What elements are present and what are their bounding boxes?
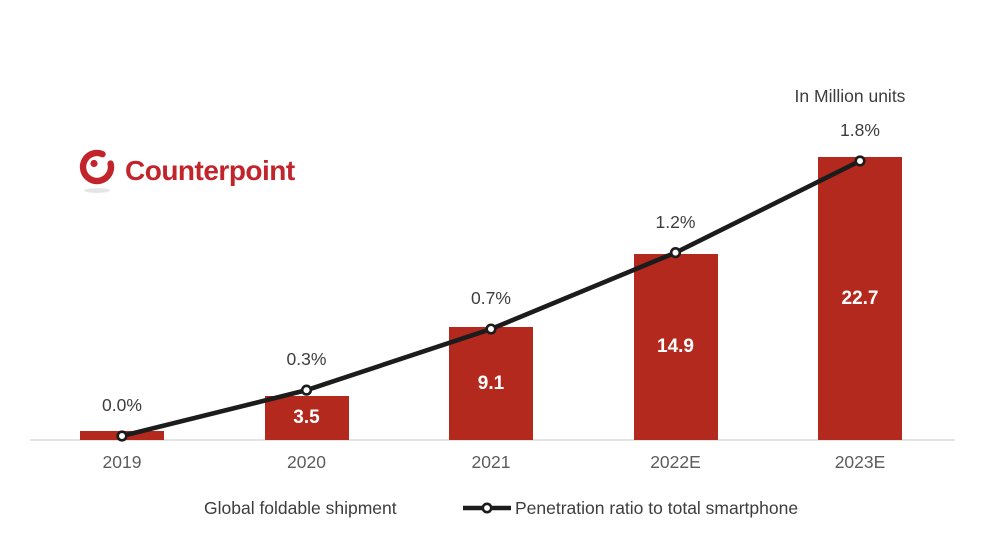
units-label: In Million units (794, 86, 906, 106)
pct-label-2022E: 1.2% (655, 211, 696, 232)
bar-2019 (80, 431, 164, 440)
bar-value-label-2022E: 14.9 (657, 336, 694, 357)
legend-item-penetration: Penetration ratio to total smartphone (462, 497, 798, 519)
x-tick-2020: 2020 (287, 452, 326, 472)
x-axis-line (30, 439, 955, 441)
pct-label-2020: 0.3% (286, 349, 327, 370)
pct-label-2019: 0.0% (102, 395, 142, 415)
legend-item-shipment: Global foldable shipment (155, 497, 397, 519)
bar-legend-swatch (155, 502, 196, 514)
bar-value-label-2023E: 22.7 (841, 287, 879, 309)
bar-value-label-2020: 3.5 (293, 407, 320, 428)
counterpoint-logo-icon (79, 149, 115, 193)
x-tick-2023E: 2023E (834, 452, 886, 472)
pct-label-2021: 0.7% (471, 288, 511, 309)
x-tick-2021: 2021 (471, 452, 511, 472)
pct-label-2023E: 1.8% (840, 119, 880, 140)
line-marker-2020 (300, 384, 313, 396)
legend-label-shipment: Global foldable shipment (204, 497, 397, 518)
x-tick-2019: 2019 (102, 452, 142, 472)
legend-label-penetration: Penetration ratio to total smartphone (515, 497, 799, 518)
bar-value-label-2021: 9.1 (477, 372, 505, 394)
x-tick-2022E: 2022E (650, 452, 701, 472)
line-legend-swatch (463, 502, 511, 514)
